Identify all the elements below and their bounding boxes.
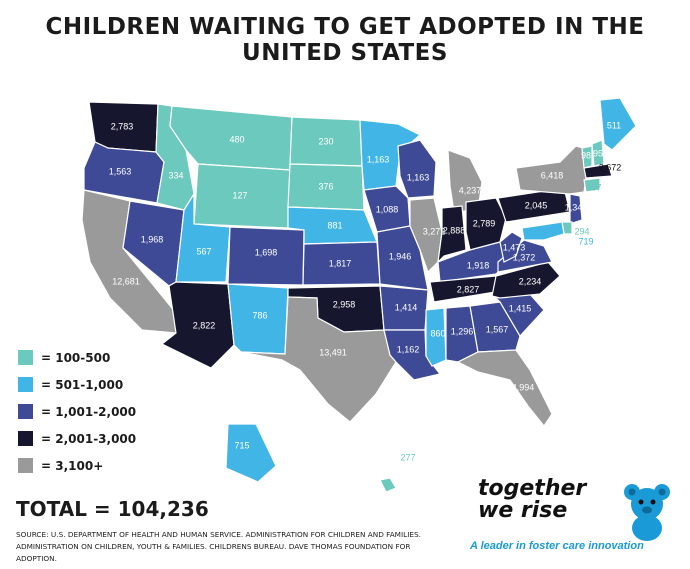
state-value-ia: 1,088 xyxy=(376,204,399,214)
state-ct xyxy=(583,177,601,193)
state-md xyxy=(521,221,565,241)
state-value-ak: 715 xyxy=(234,440,249,450)
state-fl xyxy=(456,349,553,428)
state-value-mo: 1,946 xyxy=(389,251,412,261)
state-tx xyxy=(240,296,397,423)
state-value-nc: 2,234 xyxy=(519,276,542,286)
legend-label: = 2,001-3,000 xyxy=(41,431,137,446)
state-ga xyxy=(469,301,521,353)
states-layer xyxy=(81,97,637,493)
state-value-ks: 1,817 xyxy=(329,258,352,268)
state-value-ma: 2,672 xyxy=(599,162,622,172)
state-wv xyxy=(499,231,523,263)
state-hi xyxy=(379,477,397,493)
teddy-bear-icon xyxy=(624,484,670,541)
state-nj xyxy=(569,193,583,225)
legend: = 100-500 = 501-1,000 = 1,001-2,000 = 2,… xyxy=(18,344,136,479)
legend-item: = 3,100+ xyxy=(18,452,136,479)
legend-item: = 100-500 xyxy=(18,344,136,371)
logo: together we rise A leader in foster care… xyxy=(470,478,680,558)
legend-label: = 3,100+ xyxy=(41,458,104,473)
state-nh xyxy=(591,139,605,167)
state-value-pa: 2,045 xyxy=(525,200,548,210)
state-value-wi: 1,163 xyxy=(407,172,430,182)
legend-label: = 1,001-2,000 xyxy=(41,404,137,419)
state-value-al: 1,296 xyxy=(451,326,474,336)
legend-swatch xyxy=(18,431,33,446)
logo-line-1: together xyxy=(478,476,587,501)
legend-label: = 501-1,000 xyxy=(41,377,124,392)
state-value-ut: 567 xyxy=(196,246,211,256)
state-ia xyxy=(363,185,411,233)
source-line-2: ADMINISTRATION ON CHILDREN, YOUTH & FAMI… xyxy=(16,542,411,563)
state-value-fl: 4,994 xyxy=(512,382,535,392)
state-value-oh: 2,789 xyxy=(473,218,496,228)
state-in xyxy=(437,205,467,264)
state-value-ar: 1,414 xyxy=(395,302,418,312)
state-value-va: 1,372 xyxy=(513,252,536,262)
state-value-nv: 1,968 xyxy=(141,234,164,244)
legend-swatch xyxy=(18,377,33,392)
state-value-mt: 480 xyxy=(229,134,244,144)
state-value-in: 2,888 xyxy=(443,225,466,235)
state-value-md: 719 xyxy=(578,236,593,246)
state-value-me: 511 xyxy=(607,120,621,130)
source-note: SOURCE: U.S. DEPARTMENT OF HEALTH AND HU… xyxy=(16,529,436,565)
legend-item: = 1,001-2,000 xyxy=(18,398,136,425)
state-value-vt: 98 xyxy=(581,150,591,160)
state-ak xyxy=(225,423,277,483)
state-me xyxy=(599,97,637,151)
state-value-az: 2,822 xyxy=(193,320,216,330)
legend-swatch xyxy=(18,350,33,365)
state-value-co: 1,698 xyxy=(255,247,278,257)
legend-label: = 100-500 xyxy=(41,350,111,365)
state-value-ok: 2,958 xyxy=(333,299,356,309)
legend-swatch xyxy=(18,404,33,419)
state-value-id: 334 xyxy=(168,170,183,180)
state-il xyxy=(409,197,443,274)
state-mn xyxy=(359,119,422,191)
source-line-1: SOURCE: U.S. DEPARTMENT OF HEALTH AND HU… xyxy=(16,530,421,539)
map-title: CHILDREN WAITING TO GET ADOPTED IN THE U… xyxy=(45,14,645,66)
state-value-ky: 1,918 xyxy=(467,260,490,270)
state-value-la: 1,162 xyxy=(397,344,420,354)
logo-line-2: we rise xyxy=(478,498,568,523)
state-value-mi: 4,237 xyxy=(459,185,482,195)
state-value-nm: 786 xyxy=(252,310,267,320)
state-value-il: 3,272 xyxy=(423,226,446,236)
state-value-sd: 376 xyxy=(318,181,333,191)
state-value-hi: 277 xyxy=(400,452,415,462)
state-value-tn: 2,827 xyxy=(457,284,480,294)
state-value-or: 1,563 xyxy=(109,166,132,176)
state-la xyxy=(383,329,442,381)
state-value-mn: 1,163 xyxy=(367,154,390,164)
state-value-nd: 230 xyxy=(318,136,333,146)
state-value-ne: 881 xyxy=(327,220,342,230)
state-value-ga: 1,567 xyxy=(486,324,509,334)
logo-tagline: A leader in foster care innovation xyxy=(470,540,644,552)
state-value-nh: 95 xyxy=(593,148,603,158)
state-value-de: 294 xyxy=(574,226,589,236)
labels-layer: 2,783 1,563 12,681 1,968 334 480 127 567 2,822 1,… xyxy=(109,120,622,462)
state-value-ms: 860 xyxy=(430,328,445,338)
state-value-wv: 1,473 xyxy=(503,242,526,252)
state-value-wy: 127 xyxy=(232,190,247,200)
logo-wordmark: together we rise xyxy=(478,478,586,522)
state-mo xyxy=(376,225,429,291)
state-value-ny: 6,418 xyxy=(541,170,564,180)
state-value-sc: 1,415 xyxy=(509,303,532,313)
state-value-wa: 2,783 xyxy=(111,121,134,131)
legend-item: = 2,001-3,000 xyxy=(18,425,136,452)
total-count: TOTAL = 104,236 xyxy=(16,497,209,521)
state-value-nj: 1,341 xyxy=(565,202,588,212)
state-vt xyxy=(581,145,593,169)
state-value-ca: 12,681 xyxy=(112,276,140,286)
state-wi xyxy=(397,139,437,199)
legend-swatch xyxy=(18,458,33,473)
legend-item: = 501-1,000 xyxy=(18,371,136,398)
state-value-ct: 267 xyxy=(586,182,601,192)
state-value-tx: 13,491 xyxy=(319,347,347,357)
state-ms xyxy=(425,307,447,367)
